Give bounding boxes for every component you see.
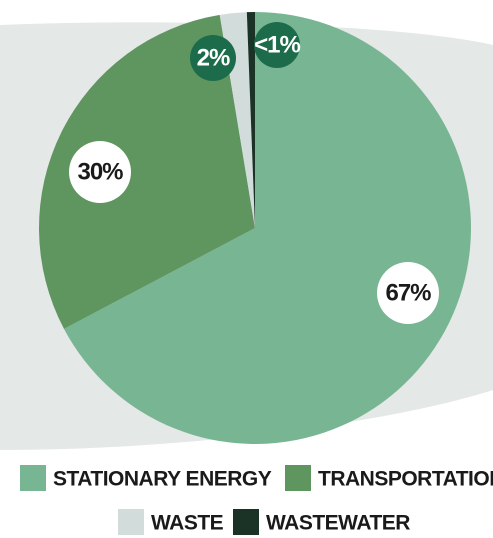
label-badge bbox=[69, 141, 131, 203]
legend-swatch bbox=[233, 509, 259, 535]
label-badge bbox=[190, 35, 236, 81]
pie-slice bbox=[38, 14, 255, 329]
legend-label: WASTE bbox=[151, 512, 224, 535]
value-label: 30% bbox=[77, 159, 123, 186]
legend-swatch bbox=[118, 509, 144, 535]
value-label: 2% bbox=[197, 45, 230, 72]
value-label: <1% bbox=[254, 32, 300, 59]
legend-label: STATIONARY ENERGY bbox=[53, 468, 272, 491]
pie-slice bbox=[63, 12, 471, 445]
legend-swatch bbox=[285, 465, 311, 491]
value-label: 67% bbox=[385, 280, 431, 307]
legend-swatch bbox=[20, 465, 46, 491]
pie-slice bbox=[246, 12, 255, 228]
legend-label: WASTEWATER bbox=[266, 512, 410, 535]
label-badge bbox=[254, 22, 300, 68]
label-badge bbox=[377, 262, 439, 324]
legend-label: TRANSPORTATION bbox=[318, 468, 493, 491]
